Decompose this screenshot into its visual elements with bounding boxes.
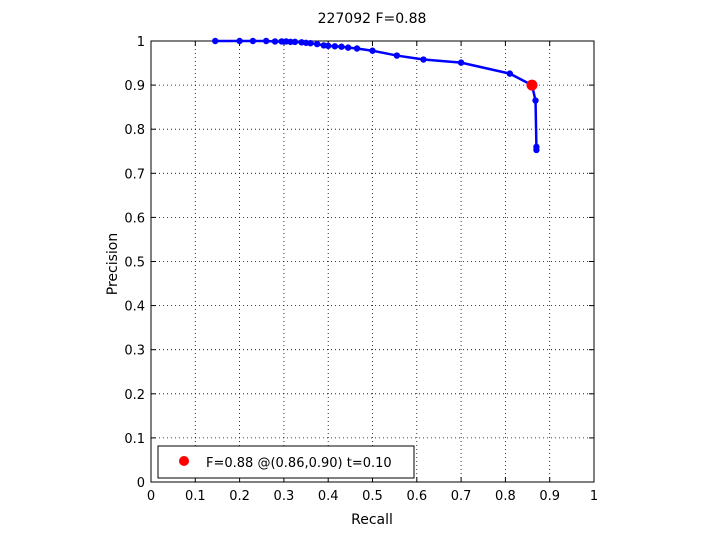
x-tick-label: 0.3 [274, 489, 295, 504]
pr-curve-point [278, 38, 285, 45]
x-tick-label: 0.7 [451, 489, 472, 504]
pr-curve-point [291, 38, 299, 46]
pr-curve-point [420, 56, 427, 63]
legend-box [157, 445, 415, 479]
pr-curve-point [313, 40, 321, 48]
legend-marker [179, 456, 189, 466]
y-tick-label: 0.1 [124, 432, 145, 447]
x-tick-label: 0.8 [495, 489, 516, 504]
pr-curve-point [457, 59, 465, 66]
pr-curve-point [307, 40, 314, 47]
axis-ticks: 0 0.1 0.2 0.3 0.4 0.5 0.6 0.7 0.8 0.9 1 0 0.1 0.2 0.3 0… [124, 35, 598, 504]
pr-curve-point [325, 42, 332, 50]
pr-curve-point [533, 146, 540, 154]
pr-curve-point [236, 37, 243, 45]
grid [151, 41, 594, 482]
pr-curve-point [338, 43, 345, 50]
y-tick-label: 0.2 [124, 388, 145, 403]
pr-curve-point [369, 47, 376, 54]
y-axis-label: Precision [105, 233, 121, 295]
y-tick-label: 0.4 [124, 300, 145, 315]
x-tick-label: 1 [590, 489, 598, 504]
data-series [212, 37, 540, 154]
pr-curve-point [287, 38, 294, 46]
x-tick-label: 0.1 [185, 489, 206, 504]
x-tick-label: 0.6 [406, 489, 427, 504]
pr-curve-point [393, 52, 401, 59]
x-tick-label: 0 [147, 489, 155, 504]
pr-curve-point [212, 37, 219, 45]
best-f-point [526, 79, 538, 91]
x-tick-label: 0.2 [229, 489, 250, 504]
x-tick-label: 0.9 [539, 489, 560, 504]
x-tick-label: 0.4 [318, 489, 339, 504]
y-tick-label: 0.3 [124, 344, 145, 359]
chart-title: 227092 F=0.88 [318, 11, 427, 27]
y-tick-label: 0 [137, 476, 145, 491]
y-tick-label: 0.9 [124, 79, 145, 94]
pr-curve-point [506, 70, 514, 77]
pr-curve-point [353, 45, 361, 52]
legend-label: F=0.88 @(0.86,0.90) t=0.10 [206, 456, 392, 471]
pr-curve-point [532, 97, 539, 104]
pr-curve-point [331, 43, 339, 50]
legend: F=0.88 @(0.86,0.90) t=0.10 [157, 445, 415, 479]
x-tick-label: 0.5 [362, 489, 383, 504]
pr-curve-point [249, 37, 257, 45]
y-tick-label: 0.8 [124, 123, 145, 138]
pr-curve-point [271, 38, 279, 45]
pr-curve-line [215, 39, 538, 150]
y-tick-label: 0.7 [124, 167, 145, 182]
y-tick-label: 0.5 [124, 256, 145, 271]
x-axis-label: Recall [351, 512, 393, 528]
pr-curve-point [344, 44, 352, 51]
y-tick-label: 1 [137, 35, 145, 50]
y-tick-label: 0.6 [124, 211, 145, 226]
pr-curve-point [262, 37, 270, 45]
